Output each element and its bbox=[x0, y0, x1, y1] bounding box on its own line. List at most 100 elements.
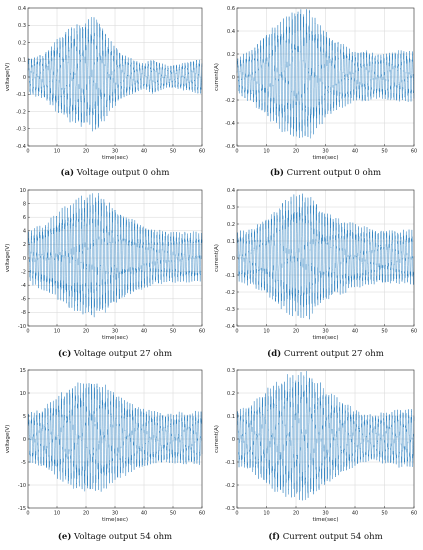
y-tick-label: -0.2 bbox=[16, 109, 26, 115]
x-tick-label: 40 bbox=[141, 511, 147, 517]
y-tick-label: 0.3 bbox=[18, 23, 26, 29]
x-tick-label: 60 bbox=[411, 511, 417, 517]
x-tick-label: 30 bbox=[112, 511, 118, 517]
y-tick-label: 0 bbox=[232, 256, 235, 262]
y-tick-label: -0.2 bbox=[225, 290, 235, 296]
y-tick-label: 0.4 bbox=[18, 6, 26, 12]
y-axis-label: current(A) bbox=[214, 425, 220, 453]
x-tick-label: 0 bbox=[26, 511, 29, 517]
caption-letter: (e) bbox=[58, 531, 71, 542]
x-tick-label: 0 bbox=[235, 329, 238, 335]
y-tick-label: 4 bbox=[23, 229, 26, 235]
y-tick-label: -0.6 bbox=[225, 144, 235, 150]
signal-line bbox=[27, 192, 203, 318]
x-tick-label: 10 bbox=[54, 511, 60, 517]
y-tick-label: -0.2 bbox=[225, 98, 235, 104]
x-tick-label: 60 bbox=[411, 149, 417, 155]
y-tick-label: -5 bbox=[21, 460, 26, 466]
x-tick-label: 0 bbox=[235, 511, 238, 517]
x-tick-label: 60 bbox=[199, 149, 205, 155]
y-tick-label: 10 bbox=[20, 188, 26, 194]
y-tick-label: -0.2 bbox=[225, 483, 235, 489]
y-axis-label: current(A) bbox=[214, 63, 220, 91]
x-tick-label: 50 bbox=[170, 511, 176, 517]
y-tick-label: 5 bbox=[23, 414, 26, 420]
y-tick-label: 15 bbox=[20, 368, 26, 374]
y-tick-label: -10 bbox=[18, 483, 26, 489]
y-tick-label: -8 bbox=[21, 310, 26, 316]
y-tick-label: 2 bbox=[23, 242, 26, 248]
y-tick-label: -0.1 bbox=[225, 460, 235, 466]
x-tick-label: 20 bbox=[293, 149, 299, 155]
y-tick-label: 0.4 bbox=[227, 29, 235, 35]
y-tick-label: 0 bbox=[232, 437, 235, 443]
y-tick-label: -0.3 bbox=[16, 127, 26, 133]
x-tick-label: 30 bbox=[112, 149, 118, 155]
subplot-caption: (b) Current output 0 ohm bbox=[270, 167, 381, 178]
x-tick-label: 20 bbox=[293, 329, 299, 335]
y-tick-label: 0.1 bbox=[18, 58, 26, 64]
x-tick-label: 50 bbox=[381, 329, 387, 335]
x-tick-label: 20 bbox=[83, 511, 89, 517]
x-tick-label: 20 bbox=[83, 329, 89, 335]
subplot-caption: (d) Current output 27 ohm bbox=[267, 348, 384, 359]
x-axis-label: time(sec) bbox=[313, 517, 339, 523]
x-tick-label: 0 bbox=[26, 329, 29, 335]
subplot-1: 0 10 20 30 40 50 60 -0.4 -0.3 -0.2 -0.1 0 0.1 0.2 0.3 0… bbox=[5, 6, 205, 178]
x-tick-label: 10 bbox=[263, 149, 269, 155]
x-tick-label: 30 bbox=[322, 511, 328, 517]
y-tick-label: -15 bbox=[18, 506, 26, 512]
caption-text: Voltage output 54 ohm bbox=[71, 532, 172, 542]
y-tick-label: 6 bbox=[23, 215, 26, 221]
caption-letter: (a) bbox=[61, 167, 75, 178]
signal-line bbox=[236, 9, 415, 139]
y-tick-label: 0.3 bbox=[227, 205, 235, 211]
subplot-3: 0 10 20 30 40 50 60 -10 -8 -6 -4 -2 0 2 4 6 8 10 time(sec)… bbox=[5, 188, 205, 359]
caption-text: Voltage output 0 ohm bbox=[74, 168, 169, 178]
x-tick-label: 50 bbox=[381, 511, 387, 517]
x-tick-label: 40 bbox=[352, 329, 358, 335]
x-tick-label: 20 bbox=[83, 149, 89, 155]
x-tick-label: 20 bbox=[293, 511, 299, 517]
x-tick-label: 40 bbox=[141, 329, 147, 335]
caption-letter: (b) bbox=[270, 167, 284, 178]
y-axis-label: voltage(V) bbox=[5, 63, 11, 92]
subplot-caption: (e) Voltage output 54 ohm bbox=[58, 531, 172, 542]
x-axis-label: time(sec) bbox=[313, 155, 339, 161]
x-tick-label: 50 bbox=[170, 329, 176, 335]
subplot-6: 0 10 20 30 40 50 60 -0.3 -0.2 -0.1 0 0.1 0.2 0.3 time(… bbox=[214, 368, 417, 542]
caption-letter: (d) bbox=[267, 348, 281, 359]
signal-line bbox=[236, 370, 415, 501]
y-tick-label: 0.2 bbox=[227, 391, 235, 397]
y-tick-label: 0 bbox=[23, 256, 26, 262]
x-tick-label: 50 bbox=[381, 149, 387, 155]
y-tick-label: -0.3 bbox=[225, 307, 235, 313]
y-tick-label: 0 bbox=[23, 437, 26, 443]
y-axis-label: voltage(V) bbox=[5, 244, 11, 273]
x-tick-label: 10 bbox=[54, 329, 60, 335]
y-tick-label: 0 bbox=[23, 75, 26, 81]
x-axis-label: time(sec) bbox=[313, 335, 339, 341]
x-tick-label: 30 bbox=[112, 329, 118, 335]
y-axis-label: current(A) bbox=[214, 244, 220, 272]
x-tick-label: 10 bbox=[54, 149, 60, 155]
caption-text: Current output 0 ohm bbox=[284, 168, 381, 178]
subplot-2: 0 10 20 30 40 50 60 -0.6 -0.4 -0.2 0 0.2 0.4 0.6 time(… bbox=[214, 6, 417, 178]
y-tick-label: 0.2 bbox=[18, 40, 26, 46]
y-tick-label: -0.4 bbox=[225, 324, 235, 330]
x-tick-label: 60 bbox=[199, 329, 205, 335]
x-tick-label: 0 bbox=[26, 149, 29, 155]
x-tick-label: 40 bbox=[141, 149, 147, 155]
caption-text: Current output 54 ohm bbox=[280, 532, 383, 542]
y-tick-label: -0.1 bbox=[225, 273, 235, 279]
subplot-caption: (c) Voltage output 27 ohm bbox=[58, 348, 172, 359]
x-tick-label: 30 bbox=[322, 149, 328, 155]
y-tick-label: 0.2 bbox=[227, 222, 235, 228]
x-axis-label: time(sec) bbox=[102, 155, 128, 161]
y-tick-label: -4 bbox=[21, 283, 26, 289]
signal-line bbox=[236, 193, 415, 320]
y-tick-label: 0.3 bbox=[227, 368, 235, 374]
y-axis-label: voltage(V) bbox=[5, 425, 11, 454]
x-axis-label: time(sec) bbox=[102, 335, 128, 341]
